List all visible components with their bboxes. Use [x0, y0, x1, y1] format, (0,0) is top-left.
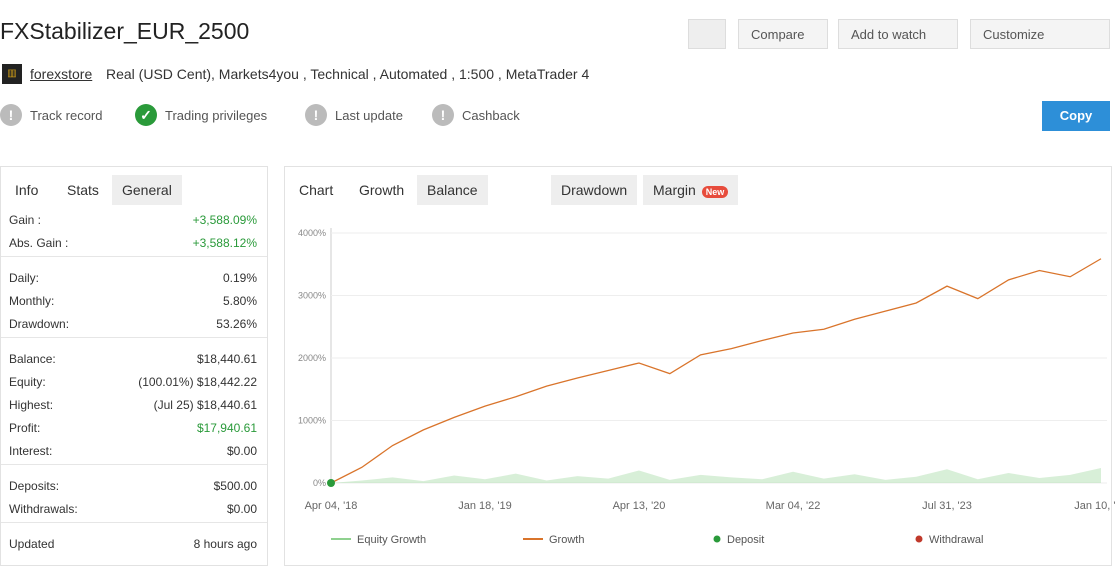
- header-button[interactable]: Customize: [970, 19, 1110, 49]
- header-button[interactable]: Add to watch: [838, 19, 958, 49]
- status-badge: ! Last update: [305, 104, 403, 126]
- stat-value: $0.00: [226, 444, 257, 458]
- stat-value: $17,940.61: [196, 421, 257, 435]
- stat-row: Interest: $0.00: [9, 444, 257, 458]
- separator: [1, 337, 267, 338]
- x-tick-label: Mar 04, '22: [766, 500, 821, 512]
- badge-icon: !: [305, 104, 327, 126]
- copy-button[interactable]: Copy: [1042, 101, 1110, 131]
- x-tick-label: Apr 04, '18: [305, 500, 358, 512]
- stat-value: $500.00: [213, 479, 257, 493]
- stat-row: Daily: 0.19%: [9, 271, 257, 285]
- badge-icon: !: [432, 104, 454, 126]
- stat-value: (Jul 25) $18,440.61: [153, 398, 257, 412]
- stat-label: Interest:: [9, 444, 53, 458]
- stat-value: +3,588.09%: [192, 213, 257, 227]
- stat-row: Withdrawals: $0.00: [9, 502, 257, 516]
- stat-row: Updated 8 hours ago: [9, 537, 257, 551]
- info-panel: Info Stats General Gain : +3,588.09% Abs. Gai…: [0, 166, 268, 566]
- stat-label: Abs. Gain :: [9, 236, 69, 250]
- stat-row: Gain : +3,588.09%: [9, 213, 257, 227]
- stat-label: Drawdown:: [9, 317, 70, 331]
- chart-panel: Chart Growth Balance Drawdown Margin New 0% 10…: [284, 166, 1116, 566]
- account-title: FXStabilizer_EUR_2500: [0, 18, 250, 44]
- stat-row: Monthly: 5.80%: [9, 294, 257, 308]
- stat-label: Equity:: [9, 375, 46, 389]
- equity-area: [331, 468, 1101, 483]
- stat-label: Balance:: [9, 352, 56, 366]
- separator: [1, 464, 267, 465]
- header-button[interactable]: Compare: [738, 19, 828, 49]
- account-info: Real (USD Cent), Markets4you , Technical…: [106, 66, 590, 82]
- stat-value: +3,588.12%: [192, 236, 257, 250]
- badge-icon: !: [0, 104, 22, 126]
- stat-row: Abs. Gain : +3,588.12%: [9, 236, 257, 250]
- badge-label: Last update: [335, 107, 403, 123]
- stat-value: 53.26%: [216, 317, 257, 331]
- badge-label: Cashback: [462, 107, 520, 123]
- info-tab[interactable]: Stats: [67, 182, 99, 198]
- x-tick-label: Apr 13, '20: [613, 500, 666, 512]
- badge-label: Trading privileges: [165, 107, 268, 123]
- y-tick-label: 0%: [313, 478, 326, 488]
- separator: [1, 522, 267, 523]
- stat-row: Profit: $17,940.61: [9, 421, 257, 435]
- status-badge: ! Track record: [0, 104, 102, 126]
- broker-logo: ▥: [2, 64, 22, 84]
- stat-value: $0.00: [226, 502, 257, 516]
- bell-button[interactable]: [688, 19, 726, 49]
- y-tick-label: 4000%: [298, 228, 326, 238]
- badge-label: Track record: [30, 107, 103, 123]
- stat-row: Drawdown: 53.26%: [9, 317, 257, 331]
- stat-value: 8 hours ago: [193, 537, 257, 551]
- y-tick-label: 3000%: [298, 291, 326, 301]
- info-tab[interactable]: Info: [15, 182, 39, 198]
- stat-row: Highest: (Jul 25) $18,440.61: [9, 398, 257, 412]
- legend-swatch: [915, 535, 923, 543]
- stat-value: 5.80%: [222, 294, 257, 308]
- badge-icon: ✓: [135, 104, 157, 126]
- stat-label: Withdrawals:: [9, 502, 78, 516]
- x-tick-label: Jan 10, '25: [1074, 500, 1116, 512]
- info-tab[interactable]: General: [112, 175, 182, 205]
- stat-label: Daily:: [9, 271, 40, 285]
- growth-line: [330, 258, 1102, 484]
- y-tick-label: 2000%: [298, 353, 326, 363]
- legend-label: Equity Growth: [357, 534, 426, 546]
- stat-row: Deposits: $500.00: [9, 479, 257, 493]
- stat-label: Monthly:: [9, 294, 55, 308]
- chart-tab[interactable]: Balance: [417, 175, 488, 205]
- chart-tab[interactable]: Drawdown: [551, 175, 638, 205]
- new-badge: New: [701, 186, 729, 198]
- stat-value: $18,440.61: [196, 352, 257, 366]
- deposit-marker: [327, 479, 335, 487]
- broker-link[interactable]: forexstore: [30, 66, 93, 82]
- stat-label: Profit:: [9, 421, 41, 435]
- chart: 0% 1000% 2000% 3000% 4000% Apr 04, '18 Jan 18,…: [298, 228, 1116, 546]
- stat-label: Updated: [9, 537, 55, 551]
- stat-label: Gain :: [9, 213, 42, 227]
- stat-row: Equity: (100.01%) $18,442.22: [9, 375, 257, 389]
- stat-label: Deposits:: [9, 479, 60, 493]
- legend-swatch: [713, 535, 721, 543]
- chart-tab[interactable]: Margin New: [643, 175, 739, 205]
- stat-row: Balance: $18,440.61: [9, 352, 257, 366]
- legend-label: Growth: [549, 534, 584, 546]
- y-tick-label: 1000%: [298, 416, 326, 426]
- chart-tab[interactable]: Chart: [299, 182, 334, 198]
- legend-label: Deposit: [727, 534, 764, 546]
- separator: [1, 256, 267, 257]
- stat-label: Highest:: [9, 398, 54, 412]
- status-badge: ✓ Trading privileges: [135, 104, 267, 126]
- legend-label: Withdrawal: [929, 534, 983, 546]
- chart-tab[interactable]: Growth: [359, 182, 405, 198]
- status-badge: ! Cashback: [432, 104, 520, 126]
- stat-value: (100.01%) $18,442.22: [138, 375, 257, 389]
- stat-value: 0.19%: [222, 271, 257, 285]
- x-tick-label: Jan 18, '19: [458, 500, 511, 512]
- x-tick-label: Jul 31, '23: [922, 500, 972, 512]
